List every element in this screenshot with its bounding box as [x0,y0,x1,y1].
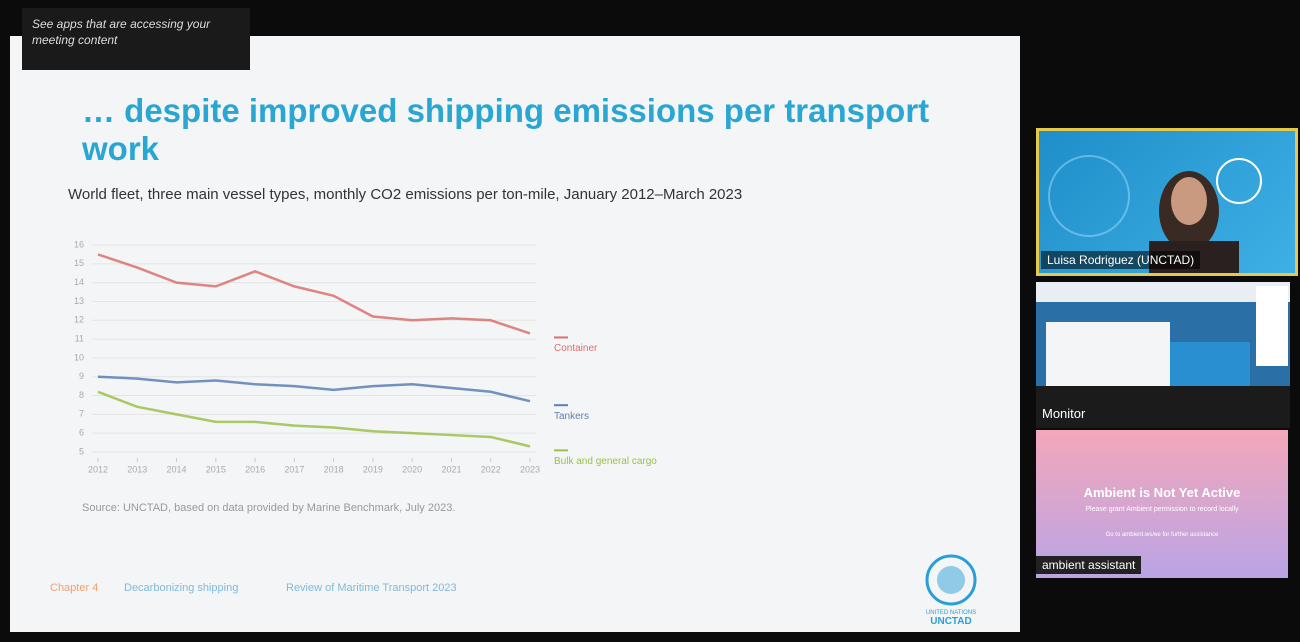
y-tick-label: 6 [79,428,84,438]
y-tick-label: 7 [79,409,84,419]
source: Source: UNCTAD, based on data provided b… [82,502,456,514]
participant-name: Monitor [1042,406,1086,421]
x-tick-label: 2019 [363,464,383,474]
slide-title: … despite improved shipping emissions pe… [82,92,930,167]
x-tick-label: 2013 [127,464,147,474]
y-tick-label: 13 [74,296,84,306]
y-tick-label: 11 [75,333,84,343]
participant-name: ambient assistant [1036,556,1142,574]
logo-text: UNITED NATIONS [926,610,976,616]
ambient-text: Please grant Ambient permission to recor… [1085,506,1239,513]
x-tick-label: 2022 [481,464,501,474]
x-tick-label: 2020 [402,464,422,474]
series-line [97,375,531,403]
footer-section: Decarbonizing shipping [124,582,239,594]
legend-label: Bulk and general cargo [554,456,657,467]
slide [10,36,1020,632]
y-tick-label: 10 [74,352,84,362]
y-tick-label: 12 [74,315,84,325]
ambient-title: Ambient is Not Yet Active [1083,485,1241,500]
footer-chapter: Chapter 4 [50,582,99,594]
x-tick-label: 2023 [520,464,540,474]
y-tick-label: 14 [74,277,84,287]
x-tick-label: 2017 [284,464,304,474]
y-tick-label: 16 [74,239,84,249]
x-tick-label: 2021 [441,464,461,474]
un-logo: UNITED NATIONS UNCTAD [925,554,977,627]
x-tick-label: 2014 [167,464,187,474]
x-tick-label: 2018 [324,464,344,474]
legend-label: Container [554,343,598,354]
video [1036,282,1290,428]
footer-report: Review of Maritime Transport 2023 [286,582,457,594]
video-tile[interactable]: Ambient is Not Yet Active Please grant A… [1036,430,1288,578]
chart-title: World fleet, three main vessel types, mo… [68,186,742,203]
video-tile[interactable]: Luisa Rodriguez (UNCTAD) [1036,128,1298,276]
x-tick-label: 2012 [88,464,108,474]
y-tick-label: 15 [74,258,84,268]
series-line [97,390,531,448]
participant-name: Luisa Rodriguez (UNCTAD) [1041,251,1201,269]
x-tick-label: 2016 [245,464,265,474]
series-line [97,253,531,335]
video-tile[interactable]: Monitor [1036,282,1290,428]
logo-text: UNCTAD [930,616,971,627]
y-tick-label: 5 [79,446,84,456]
notice[interactable]: See apps that are accessing your meeting… [22,8,250,70]
x-tick-label: 2015 [206,464,226,474]
y-tick-label: 9 [79,371,84,381]
chart: World fleet, three main vessel types, mo… [68,186,742,474]
legend-label: Tankers [554,411,589,422]
y-tick-label: 8 [79,390,84,400]
ambient-help: Go to ambient.ws/ee for further assistan… [1105,532,1219,538]
